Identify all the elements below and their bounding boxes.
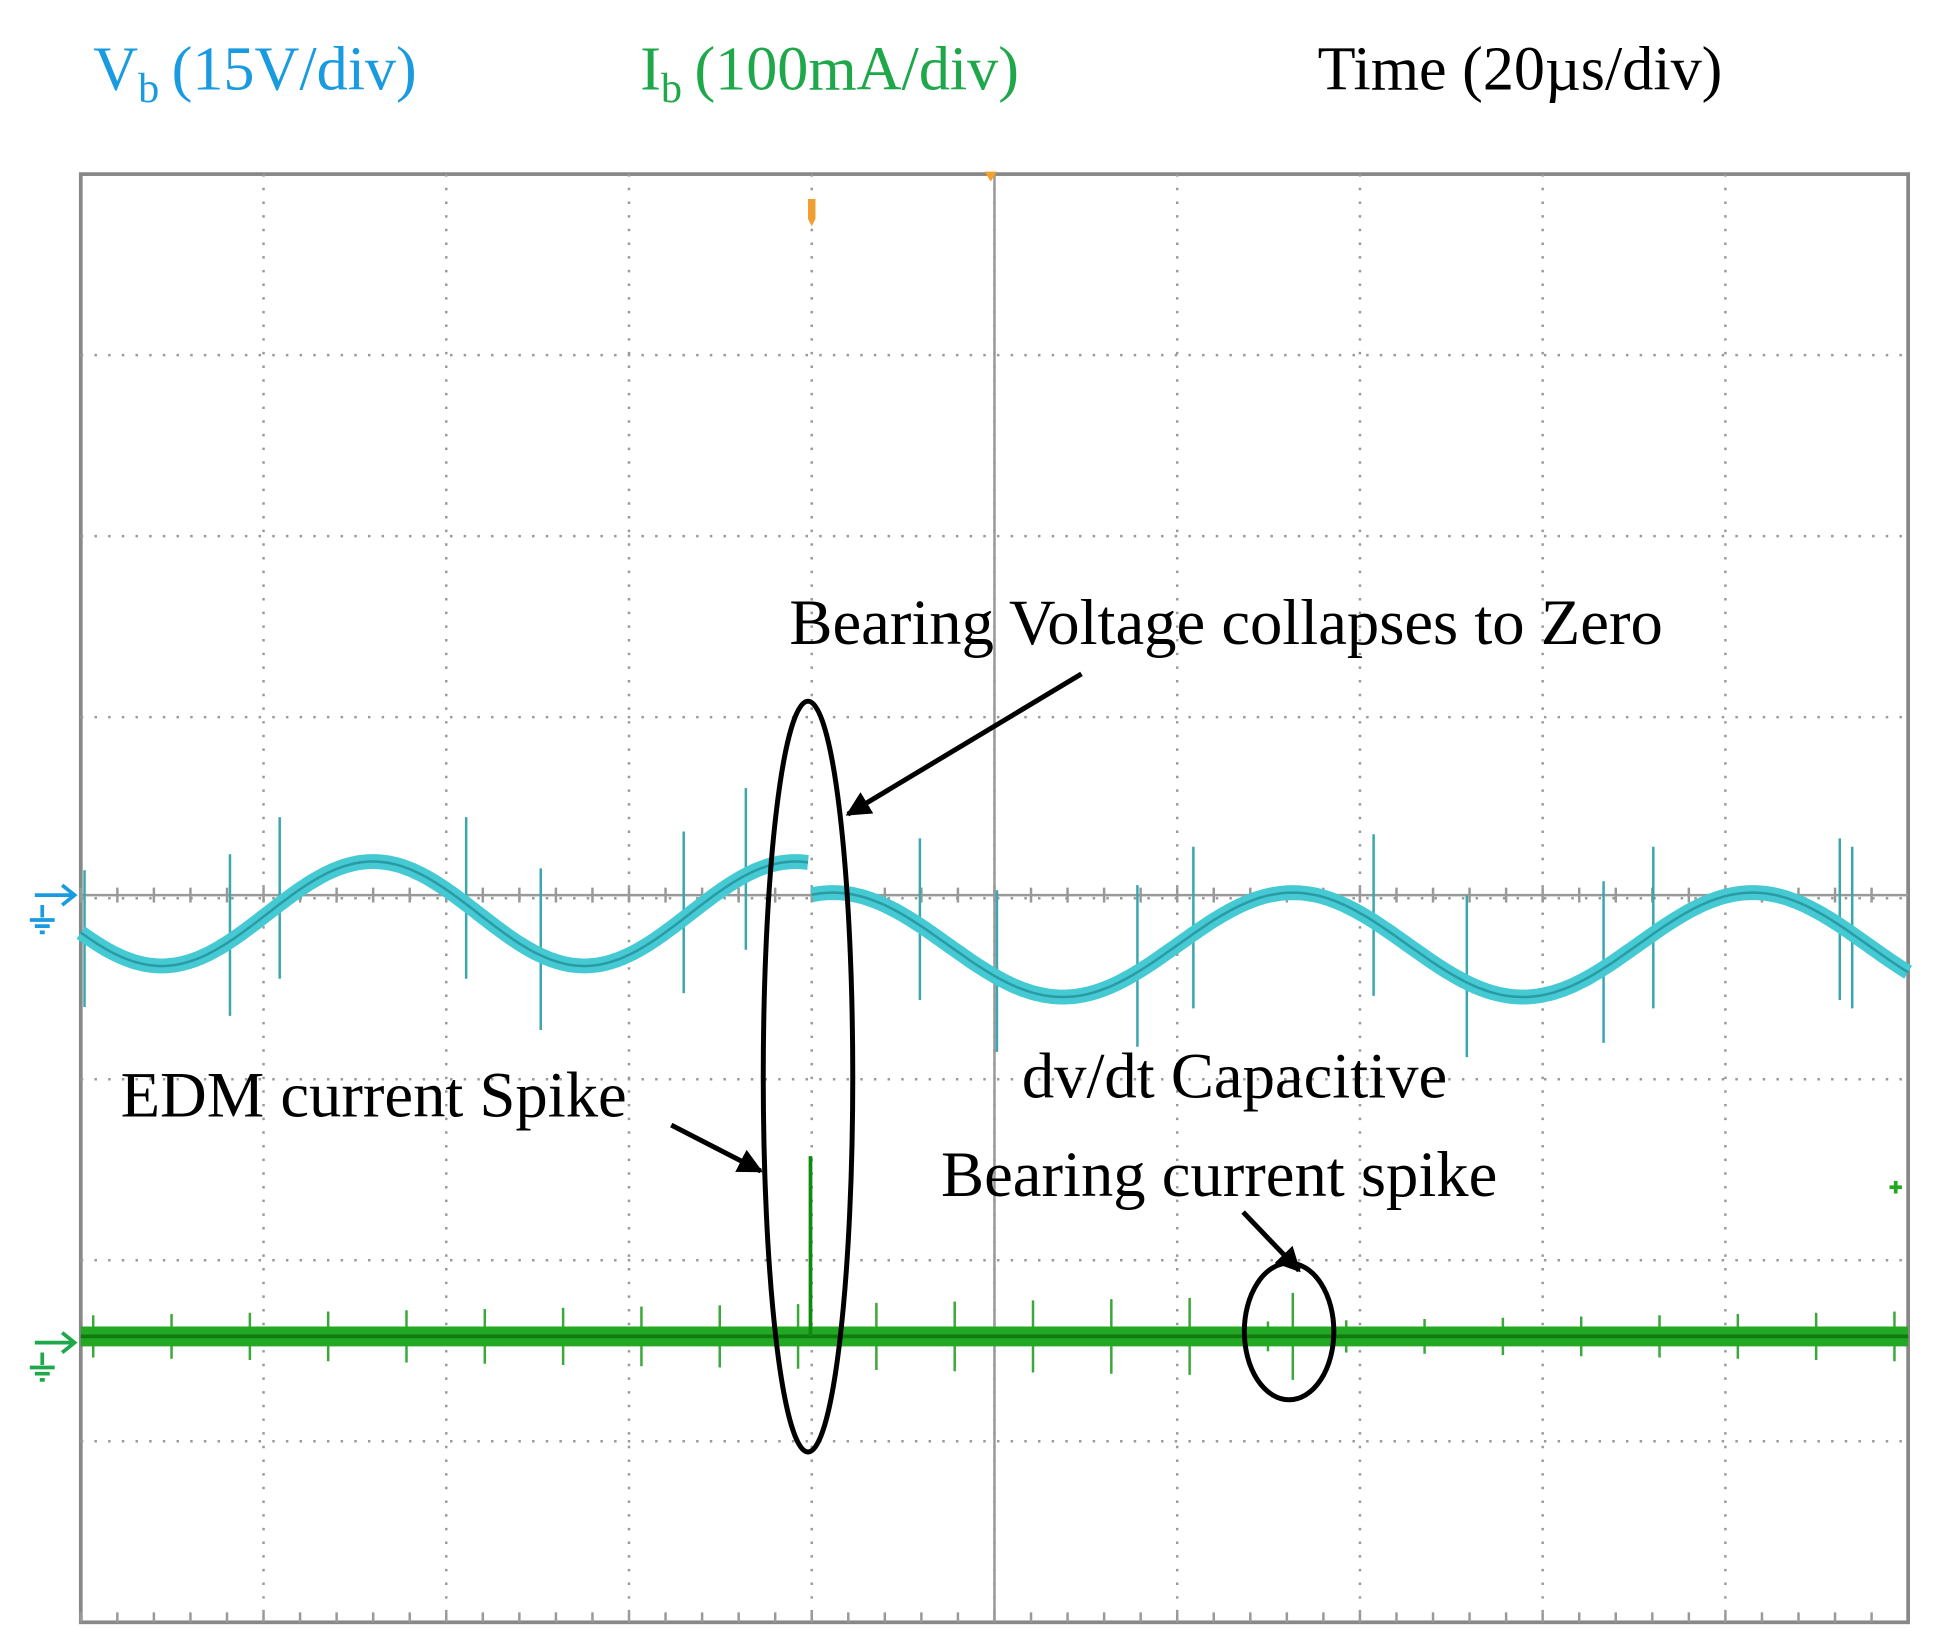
current-scale-label: Ib (100mA/div) — [640, 36, 1019, 112]
edm-arrow — [670, 1122, 763, 1174]
collapse-arrow — [845, 671, 1083, 817]
voltage-scale-label: Vb (15V/div) — [93, 36, 417, 112]
dvdt-arrow — [1241, 1210, 1301, 1273]
dvdt-annotation-line1: dv/dt Capacitive — [1022, 1040, 1447, 1112]
voltage-ground-marker — [29, 883, 78, 935]
current-ground-marker — [29, 1331, 78, 1382]
current-offscale-marker — [1889, 1181, 1902, 1194]
trigger-marker — [808, 198, 816, 227]
trigger-position — [984, 171, 997, 182]
voltage-trace-core — [80, 860, 1909, 999]
traces — [76, 788, 1912, 1380]
scope-screen — [78, 172, 1911, 1625]
edm-annotation: EDM current Spike — [121, 1058, 627, 1130]
dvdt-annotation-line2: Bearing current spike — [941, 1138, 1497, 1210]
collapse-ellipse — [760, 698, 856, 1455]
time-scale-label: Time (20µs/div) — [1318, 36, 1723, 104]
collapse-annotation: Bearing Voltage collapses to Zero — [789, 586, 1662, 658]
